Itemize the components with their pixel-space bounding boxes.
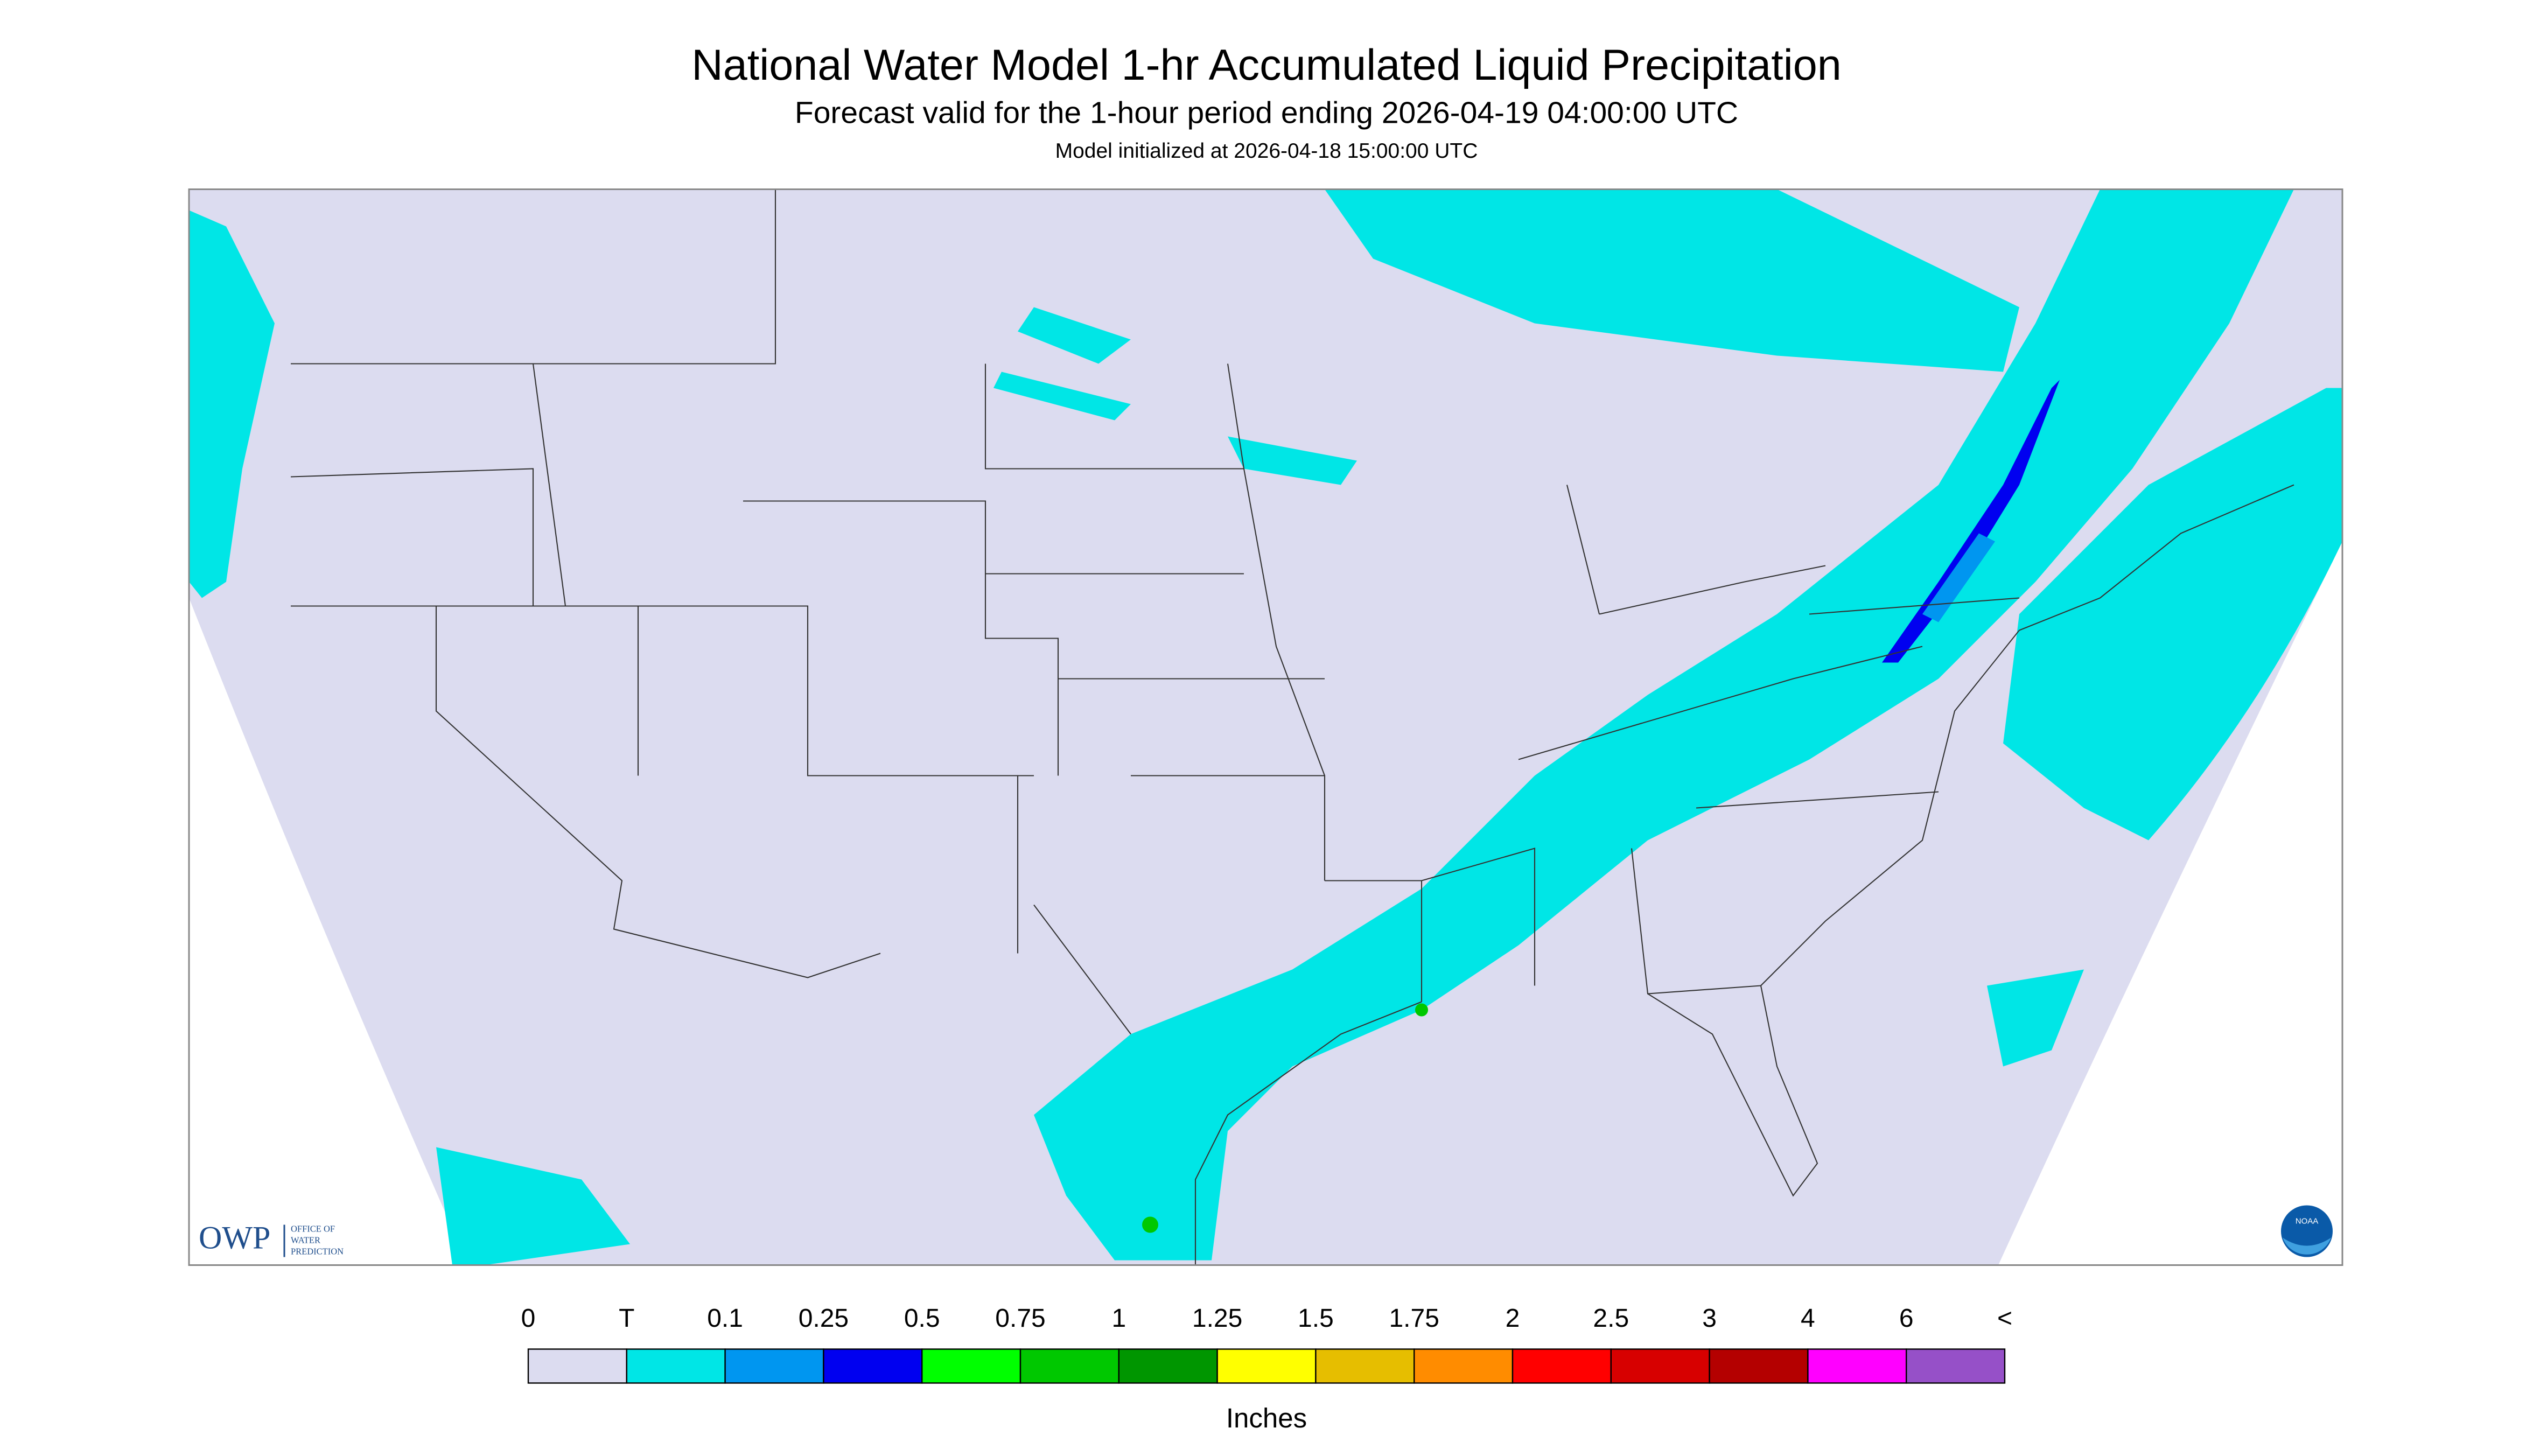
legend-label: T: [619, 1304, 634, 1333]
legend-label: 1.75: [1389, 1304, 1439, 1333]
borders: [290, 189, 2294, 1265]
map: OWP OFFICE OF WATER PREDICTION NOAA: [188, 188, 2343, 1266]
legend-swatch: [626, 1348, 726, 1384]
legend-swatch: [1905, 1348, 2006, 1384]
subtitle: Forecast valid for the 1-hour period end…: [795, 96, 1738, 130]
legend-label: 0.75: [995, 1304, 1045, 1333]
legend-label: <: [1997, 1304, 2012, 1333]
legend-label: 4: [1801, 1304, 1815, 1333]
legend-swatch: [921, 1348, 1021, 1384]
model-domain: [189, 189, 2342, 1265]
legend-swatch: [1315, 1348, 1415, 1384]
legend-label: 0.1: [707, 1304, 743, 1333]
legend-swatch: [823, 1348, 923, 1384]
noaa-text: NOAA: [2296, 1216, 2319, 1226]
init-time: Model initialized at 2026-04-18 15:00:00…: [1055, 139, 1478, 163]
precip-moderate: [1922, 533, 1995, 622]
noaa-wave: [2283, 1237, 2331, 1255]
legend-swatch: [1216, 1348, 1317, 1384]
owp-name-line: OFFICE OF: [291, 1223, 335, 1234]
precip-cell: [1415, 1003, 1428, 1017]
precip-west: [189, 210, 275, 598]
legend-label: 0.25: [799, 1304, 849, 1333]
owp-name-line: WATER: [291, 1235, 320, 1245]
legend-swatch: [1610, 1348, 1710, 1384]
legend-swatch: [1807, 1348, 1907, 1384]
legend-label: 1.25: [1192, 1304, 1242, 1333]
legend-swatch: [1512, 1348, 1612, 1384]
legend-swatch: [1118, 1348, 1218, 1384]
owp-name-line: PREDICTION: [291, 1246, 344, 1256]
legend-swatch: [1709, 1348, 1809, 1384]
legend: 0 T 0.1 0.25 0.5 0.75 1 1.25 1.5 1.75 2 2.5 3 4 6 <: [521, 1304, 2012, 1384]
legend-label: 0.5: [904, 1304, 940, 1333]
legend-swatch: [724, 1348, 824, 1384]
legend-label: 2.5: [1593, 1304, 1629, 1333]
legend-label: 6: [1899, 1304, 1914, 1333]
legend-label: 0: [521, 1304, 536, 1333]
precip-band: [1034, 189, 2294, 1261]
legend-label: 2: [1506, 1304, 1520, 1333]
legend-swatch: [1414, 1348, 1514, 1384]
precip-plains: [993, 307, 1357, 485]
owp-logo: OWP OFFICE OF WATER PREDICTION: [199, 1220, 344, 1257]
legend-label: 3: [1702, 1304, 1717, 1333]
legend-label: 1.5: [1298, 1304, 1334, 1333]
noaa-logo: NOAA: [2281, 1205, 2333, 1257]
title: National Water Model 1-hr Accumulated Li…: [691, 41, 1842, 89]
legend-swatch: [527, 1348, 628, 1384]
precip-cell: [1142, 1216, 1158, 1233]
precip-north: [1325, 189, 2019, 372]
legend-label: 1: [1111, 1304, 1126, 1333]
legend-swatch: [1019, 1348, 1120, 1384]
map-frame: [188, 188, 2343, 1266]
legend-unit: Inches: [1226, 1403, 1307, 1433]
precip-heavy: [1882, 380, 2060, 663]
precip-offshore: [436, 969, 2084, 1265]
owp-logo-text: OWP: [199, 1220, 270, 1255]
